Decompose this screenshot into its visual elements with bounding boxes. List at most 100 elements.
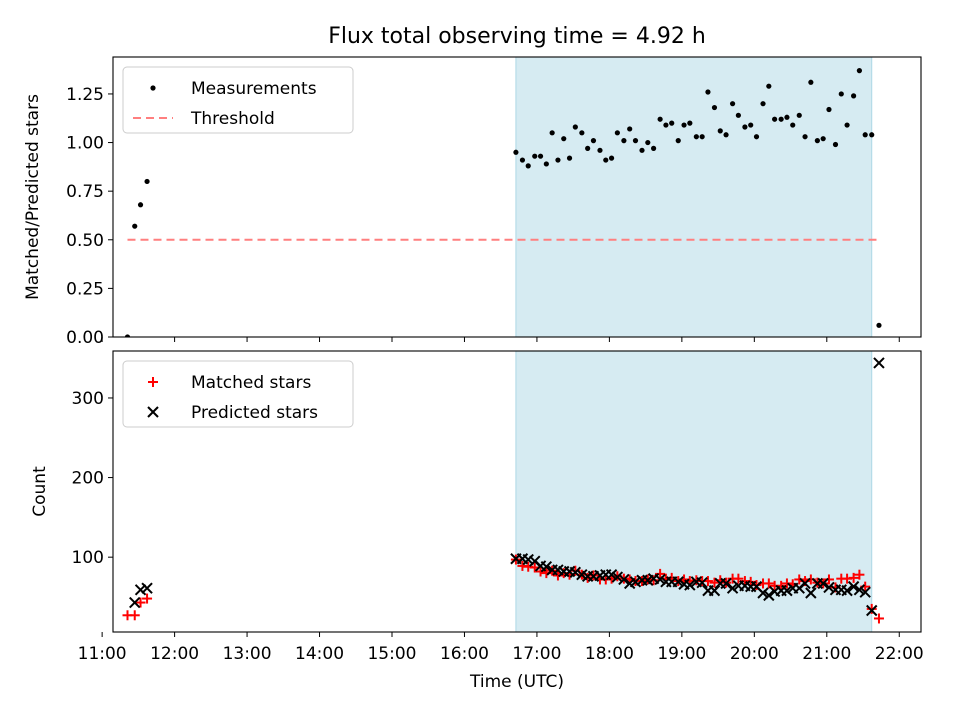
measurement-point [639,147,645,153]
measurement-point [669,120,675,126]
predicted-point [611,571,624,583]
measurement-point [851,93,857,99]
measurement-point [826,106,832,113]
measurement-point [802,134,808,140]
legend-plus-marker [148,377,158,387]
measurement-point [513,149,519,155]
measurement-point [862,132,868,138]
matched-point [854,569,865,580]
measurement-point [608,155,615,161]
measurement-point [579,130,585,136]
measurement-point [766,83,772,89]
x-b [605,568,618,581]
x-b [757,587,769,599]
x-b [563,565,576,578]
y-tick-label: 0.50 [66,231,104,251]
x-b [690,576,703,588]
legend-box [122,66,354,134]
predicted-point [817,577,829,590]
measurement-point [525,163,531,169]
predicted-point [129,596,141,609]
measurement-point [844,122,850,128]
measurement-point [814,138,820,144]
predicted-point [847,580,860,593]
y-tick-label: 1.25 [66,85,104,105]
measurement-point [699,134,705,140]
x-b [799,577,811,590]
x-b [576,568,588,581]
matched-point [823,574,834,585]
x-b [853,584,866,596]
x-b [720,577,732,590]
legend-label: Predicted stars [191,403,318,423]
measurement-point [717,128,723,134]
predicted-point [696,576,708,589]
figure-title: Flux total observing time = 4.92 h [328,24,706,49]
matched-point [129,610,140,621]
x-b [866,604,878,617]
x-b [817,577,829,590]
matched-point [709,577,720,588]
x-tick-label: 20:00 [730,644,779,664]
predicted-point [522,553,534,566]
measurement-point [687,120,693,126]
measurement-point [711,104,718,111]
x-b [529,555,541,567]
x-b [835,584,847,596]
x-b [726,582,739,594]
measurement-point [645,139,651,146]
measurement-point [614,130,620,136]
predicted-point [763,589,775,602]
measurement-point [627,126,633,132]
measurement-point [796,112,802,118]
x-tick-label: 15:00 [367,644,416,664]
x-b [873,357,885,369]
legend: Matched stars Predicted stars [122,360,354,428]
measurement-point [532,153,538,159]
series-measurements [124,68,882,337]
measurement-point [772,116,778,122]
x-axis-label: Time (UTC) [469,672,564,692]
x-b [805,587,817,599]
measurement-point [778,116,784,122]
matched-point [655,568,666,579]
matched-point [648,575,659,586]
measurement-point [705,89,711,95]
measurement-point [543,161,549,167]
top-panel: 0.00 0.25 0.50 0.75 1.00 1.25 Matched/Predicte… [23,56,922,348]
predicted-point [841,584,853,597]
axes-frame [112,350,922,633]
predicted-point [569,566,582,579]
measurement-point [723,132,729,138]
measurement-point [572,124,578,130]
predicted-point [540,561,553,573]
matched-point [535,566,546,577]
x-b [678,578,690,590]
y-tick-label: 300 [72,389,104,409]
predicted-point [799,577,811,590]
x-tick-label: 11:00 [78,644,127,664]
axes-frame [112,56,922,338]
x-b [516,553,529,565]
measurement-point [735,112,741,118]
x-b [781,584,793,597]
x-b [534,560,547,572]
measurement-point [124,334,131,337]
predicted-point [866,604,878,617]
measurement-point [869,132,875,138]
measurement-point [681,122,687,128]
x-b [847,580,860,593]
x-b [147,406,159,418]
predicted-point [805,587,817,599]
predicted-point [757,587,769,599]
x-b [684,579,696,591]
y-tick-label: 0.25 [66,279,104,299]
predicted-point [654,573,666,586]
predicted-point [726,582,739,594]
matched-point [135,597,146,608]
x-b [841,584,853,597]
y-tick-label: 0.75 [66,182,104,202]
x-tick-label: 13:00 [223,644,272,664]
measurement-point [519,157,526,163]
